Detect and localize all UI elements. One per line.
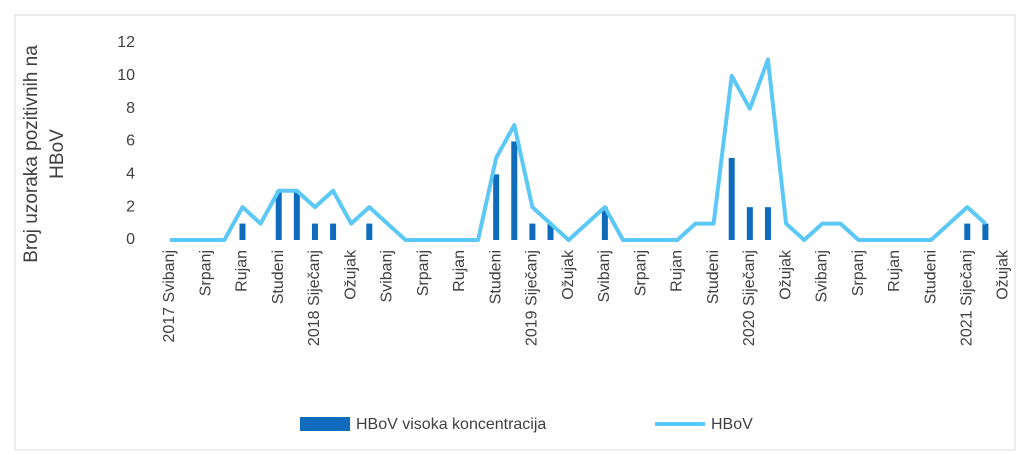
y-tick-label: 12 <box>117 34 135 51</box>
x-tick-label: Rujan <box>234 250 251 292</box>
x-tick-label: 2017 Svibanj <box>161 250 178 343</box>
y-tick-label: 8 <box>126 100 135 117</box>
x-tick-label: Ožujak <box>560 249 577 300</box>
bar <box>728 157 735 240</box>
x-tick-label: Studeni <box>270 250 287 304</box>
x-tick-label: 2018 Siječanj <box>306 250 323 346</box>
y-tick-label: 2 <box>126 198 135 215</box>
x-tick-label: 2021 Siječanj <box>958 250 975 346</box>
legend-label: HBoV visoka koncentracija <box>356 416 546 433</box>
legend-swatch <box>300 417 350 431</box>
bar <box>982 223 989 240</box>
bar <box>239 223 246 240</box>
x-tick-label: Studeni <box>487 250 504 304</box>
bar <box>529 223 536 240</box>
x-tick-label: Ožujak <box>777 249 794 300</box>
bar <box>547 223 554 240</box>
bar <box>293 190 300 240</box>
x-tick-label: Srpanj <box>197 250 214 296</box>
bar <box>601 207 608 240</box>
x-tick-label: Svibanj <box>814 250 831 302</box>
bar <box>511 141 518 240</box>
y-tick-label: 4 <box>126 166 135 183</box>
bar <box>964 223 971 240</box>
bar <box>311 223 318 240</box>
bar <box>764 207 771 240</box>
y-tick-label: 6 <box>126 133 135 150</box>
legend-label: HBoV <box>711 416 753 433</box>
line <box>170 57 987 242</box>
x-tick-label: Rujan <box>886 250 903 292</box>
y-tick-label: 0 <box>126 231 135 248</box>
bar <box>746 207 753 240</box>
x-tick-label: Srpanj <box>415 250 432 296</box>
bar <box>275 190 282 240</box>
x-tick-label: Srpanj <box>850 250 867 296</box>
y-axis-title: Broj uzoraka pozitivnih na HBoV <box>21 45 68 263</box>
bar <box>366 223 373 240</box>
x-tick-label: 2020 Siječanj <box>741 250 758 346</box>
x-tick-label: Svibanj <box>379 250 396 302</box>
y-tick-label: 10 <box>117 67 135 84</box>
x-tick-label: Srpanj <box>632 250 649 296</box>
x-tick-label: Ožujak <box>995 249 1012 300</box>
x-tick-label: Ožujak <box>342 249 359 300</box>
x-tick-label: Rujan <box>669 250 686 292</box>
bar <box>330 223 337 240</box>
x-tick-label: Rujan <box>451 250 468 292</box>
x-tick-label: Svibanj <box>596 250 613 302</box>
bar <box>493 174 500 240</box>
x-tick-label: 2019 Siječanj <box>524 250 541 346</box>
x-tick-label: Studeni <box>705 250 722 304</box>
x-tick-label: Studeni <box>922 250 939 304</box>
